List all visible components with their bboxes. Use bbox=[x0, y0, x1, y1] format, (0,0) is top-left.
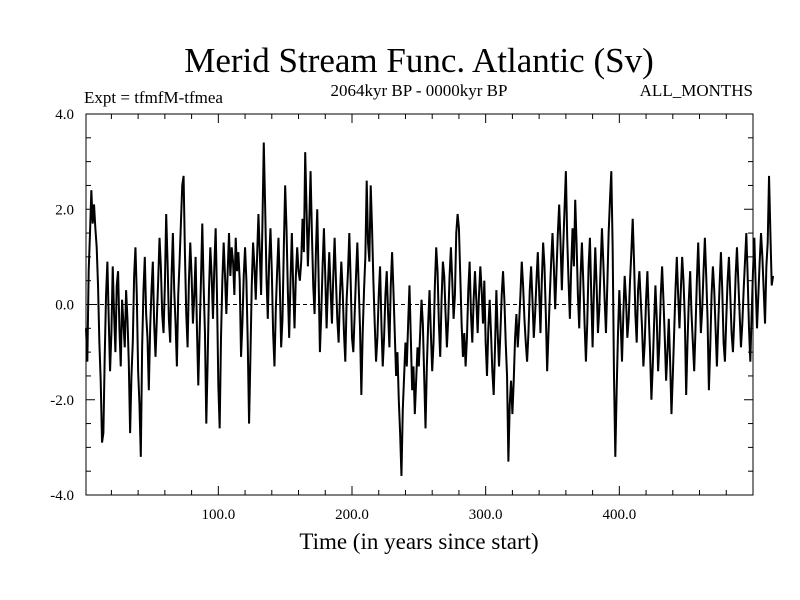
x-axis-label: Time (in years since start) bbox=[299, 529, 538, 554]
y-tick-label: 0.0 bbox=[55, 298, 74, 314]
y-tick-label: 4.0 bbox=[55, 107, 74, 123]
x-tick-label: 400.0 bbox=[602, 507, 636, 523]
y-tick-label: -2.0 bbox=[50, 393, 74, 409]
plot-frame bbox=[85, 113, 754, 496]
series-line bbox=[85, 142, 775, 476]
x-tick-label: 100.0 bbox=[201, 507, 235, 523]
y-tick-label: 2.0 bbox=[55, 202, 74, 218]
y-tick-label: -4.0 bbox=[50, 488, 74, 504]
time-range-label: 2064kyr BP - 0000kyr BP bbox=[331, 81, 508, 100]
axes: -4.0 -2.0 0.0 2.0 4.0 100.0 200.0 300.0 400.0 bbox=[50, 107, 753, 523]
x-tick-label: 300.0 bbox=[469, 507, 503, 523]
months-label: ALL_MONTHS bbox=[640, 81, 753, 100]
experiment-label: Expt = tfmfM-tfmea bbox=[84, 88, 223, 107]
series-layer bbox=[85, 142, 775, 476]
x-tick-label: 200.0 bbox=[335, 507, 369, 523]
chart-title: Merid Stream Func. Atlantic (Sv) bbox=[184, 41, 654, 80]
